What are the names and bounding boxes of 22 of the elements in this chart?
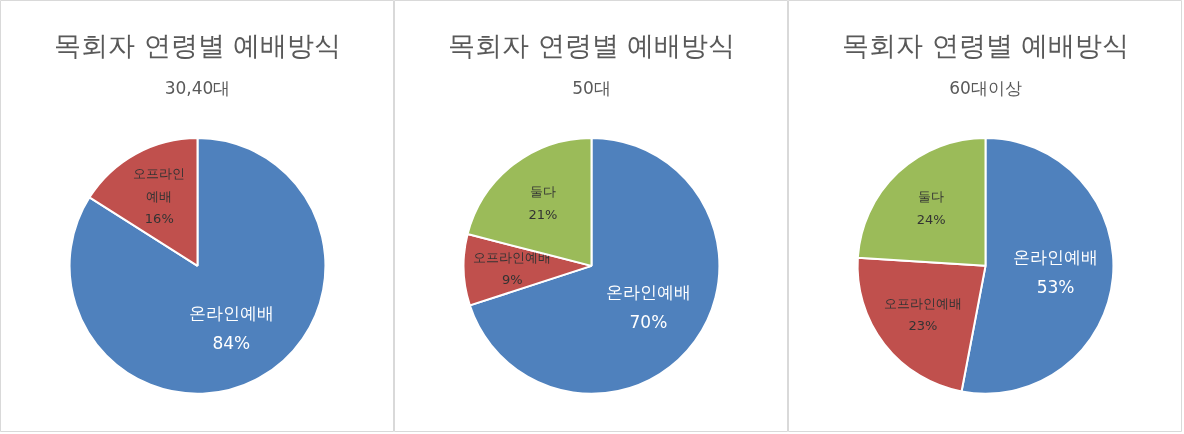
chart-subtitle: 50대: [572, 77, 611, 98]
slice-label: 온라인예배: [605, 282, 691, 303]
data-label: 23%: [908, 318, 938, 334]
slice-label: 온라인예배: [188, 302, 274, 323]
chart-title: 목회자 연령별 예배방식: [841, 29, 1130, 61]
data-label: 16%: [144, 211, 174, 227]
slice-label: 둘다: [529, 184, 556, 200]
data-label: 21%: [528, 206, 558, 222]
slice-label: 오프라인예배: [883, 295, 962, 311]
chart-title: 목회자 연령별 예배방식: [53, 29, 342, 61]
data-label: 70%: [629, 312, 668, 333]
data-label: 9%: [501, 272, 523, 288]
slice-label: 오프라인예배: [473, 249, 552, 265]
slice-label: 둘다: [918, 189, 945, 205]
data-label: 84%: [212, 332, 251, 353]
chart-subtitle: 60대이상: [949, 77, 1022, 98]
data-label: 24%: [916, 211, 946, 227]
chart-title: 목회자 연령별 예배방식: [447, 29, 736, 61]
slice-label: 오프라인예배: [133, 166, 186, 204]
data-label: 53%: [1036, 277, 1075, 298]
chart-subtitle: 30,40대: [164, 77, 231, 98]
slice-label: 온라인예배: [1013, 247, 1099, 268]
